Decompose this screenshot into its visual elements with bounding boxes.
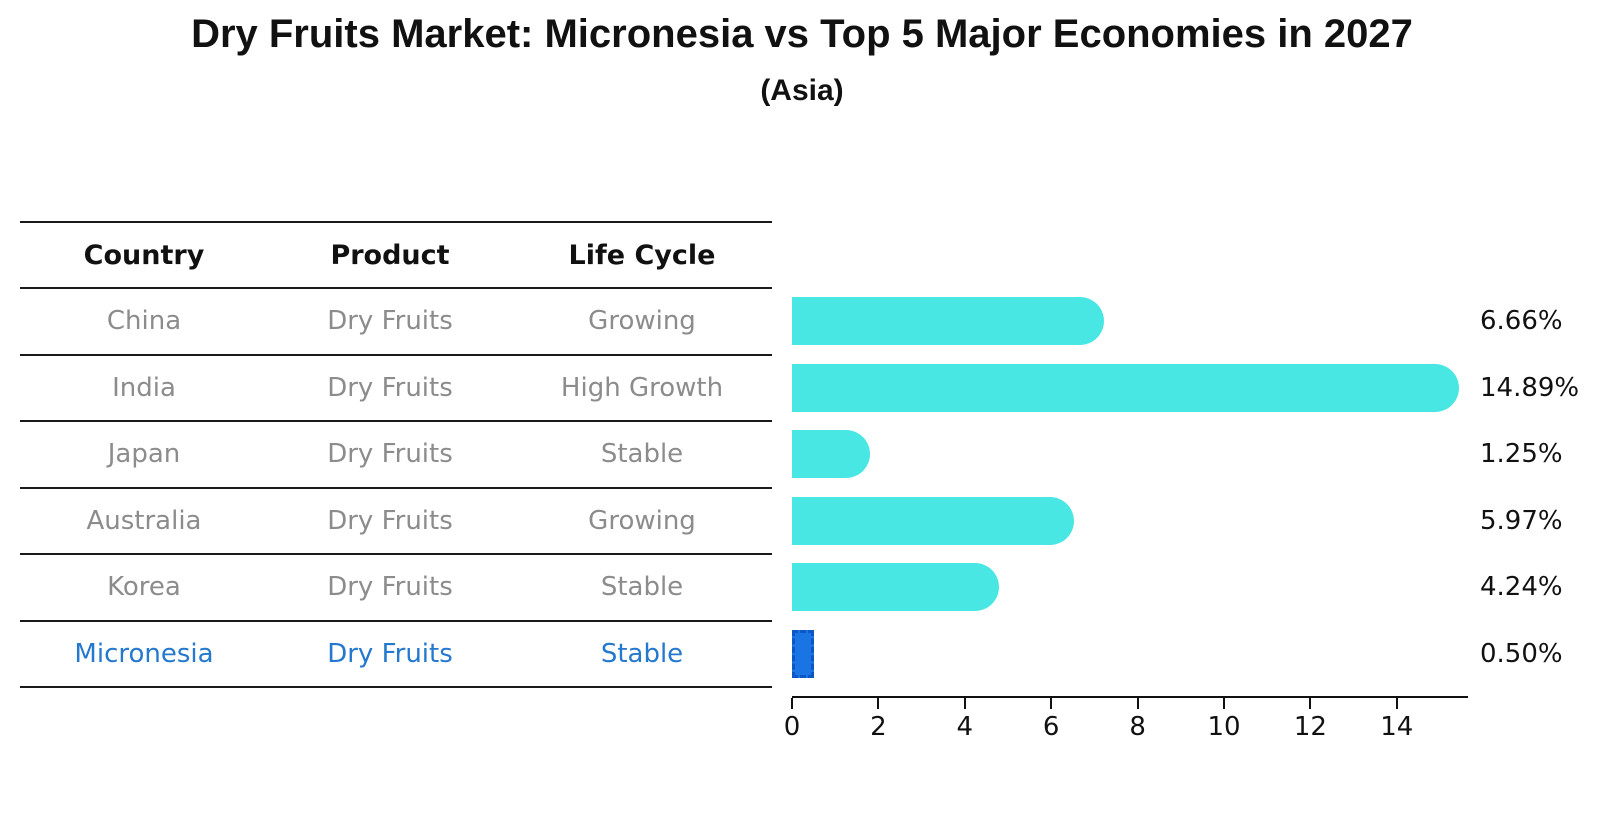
cell-country: India bbox=[112, 372, 176, 403]
x-tick-label: 8 bbox=[1129, 712, 1146, 742]
cell-product: Dry Fruits bbox=[327, 505, 453, 536]
x-tick bbox=[877, 698, 880, 709]
x-tick-label: 4 bbox=[956, 712, 974, 742]
cell-life-cycle: High Growth bbox=[560, 372, 724, 403]
bar-value-label: 1.25% bbox=[1480, 439, 1563, 469]
x-tick bbox=[791, 698, 793, 709]
table-row-korea: Korea Dry Fruits Stable bbox=[20, 553, 772, 620]
bar-china bbox=[792, 297, 1104, 345]
x-tick-label: 14 bbox=[1380, 712, 1414, 742]
table-row-japan: Japan Dry Fruits Stable bbox=[20, 420, 772, 487]
bar-korea bbox=[792, 563, 999, 611]
cell-life-cycle: Stable bbox=[600, 439, 684, 470]
table-header-row: Country Product Life Cycle bbox=[20, 223, 772, 287]
bar-value-label: 0.50% bbox=[1480, 638, 1563, 669]
x-tick-label: 6 bbox=[1042, 712, 1060, 742]
cell-life-cycle: Growing bbox=[588, 505, 696, 536]
bar-japan bbox=[792, 430, 870, 478]
cell-product: Dry Fruits bbox=[327, 306, 453, 337]
cell-product: Dry Fruits bbox=[327, 572, 453, 603]
table-body: China Dry Fruits Growing India Dry Fruits Hig… bbox=[20, 287, 772, 686]
cell-country: Australia bbox=[86, 505, 202, 536]
column-header-country: Country bbox=[83, 239, 205, 271]
cell-life-cycle: Stable bbox=[600, 638, 684, 669]
cell-product: Dry Fruits bbox=[327, 372, 453, 403]
cell-life-cycle: Growing bbox=[588, 306, 696, 337]
table-row-india: India Dry Fruits High Growth bbox=[20, 353, 772, 421]
chart-title: Dry Fruits Market: Micronesia vs Top 5 M… bbox=[191, 12, 1413, 56]
bar-value-label: 14.89% bbox=[1480, 372, 1580, 403]
x-tick bbox=[1050, 698, 1053, 709]
cell-country: Korea bbox=[107, 572, 181, 603]
x-tick bbox=[1309, 698, 1312, 709]
column-header-life-cycle: Life Cycle bbox=[568, 239, 716, 271]
cell-product: Dry Fruits bbox=[327, 638, 453, 669]
x-tick-label: 0 bbox=[783, 712, 801, 742]
column-header-product: Product bbox=[330, 239, 450, 271]
cell-country: Japan bbox=[107, 439, 181, 470]
x-tick-label: 2 bbox=[870, 712, 887, 742]
x-axis-line bbox=[792, 696, 1468, 698]
bar-value-label: 5.97% bbox=[1480, 505, 1563, 536]
table-row-china: China Dry Fruits Growing bbox=[20, 287, 772, 354]
cell-product: Dry Fruits bbox=[327, 439, 453, 470]
cell-country: Micronesia bbox=[74, 638, 214, 669]
table-row-australia: Australia Dry Fruits Growing bbox=[20, 486, 772, 554]
x-tick bbox=[1395, 698, 1398, 709]
bar-australia bbox=[792, 496, 1074, 545]
chart-subtitle: (Asia) bbox=[760, 74, 844, 107]
bar-india bbox=[792, 363, 1459, 412]
x-tick bbox=[963, 698, 966, 709]
bar-micronesia bbox=[792, 629, 814, 678]
bar-value-label: 4.24% bbox=[1480, 572, 1563, 602]
table-row-micronesia: Micronesia Dry Fruits Stable bbox=[20, 619, 772, 687]
bar-value-label: 6.66% bbox=[1480, 306, 1563, 336]
data-table: Country Product Life Cycle China Dry Frui… bbox=[20, 221, 772, 688]
x-tick bbox=[1223, 698, 1225, 709]
x-tick-label: 12 bbox=[1293, 712, 1327, 742]
cell-life-cycle: Stable bbox=[600, 572, 684, 603]
x-tick-label: 10 bbox=[1207, 712, 1241, 742]
cell-country: China bbox=[106, 306, 182, 337]
x-tick bbox=[1136, 698, 1139, 709]
